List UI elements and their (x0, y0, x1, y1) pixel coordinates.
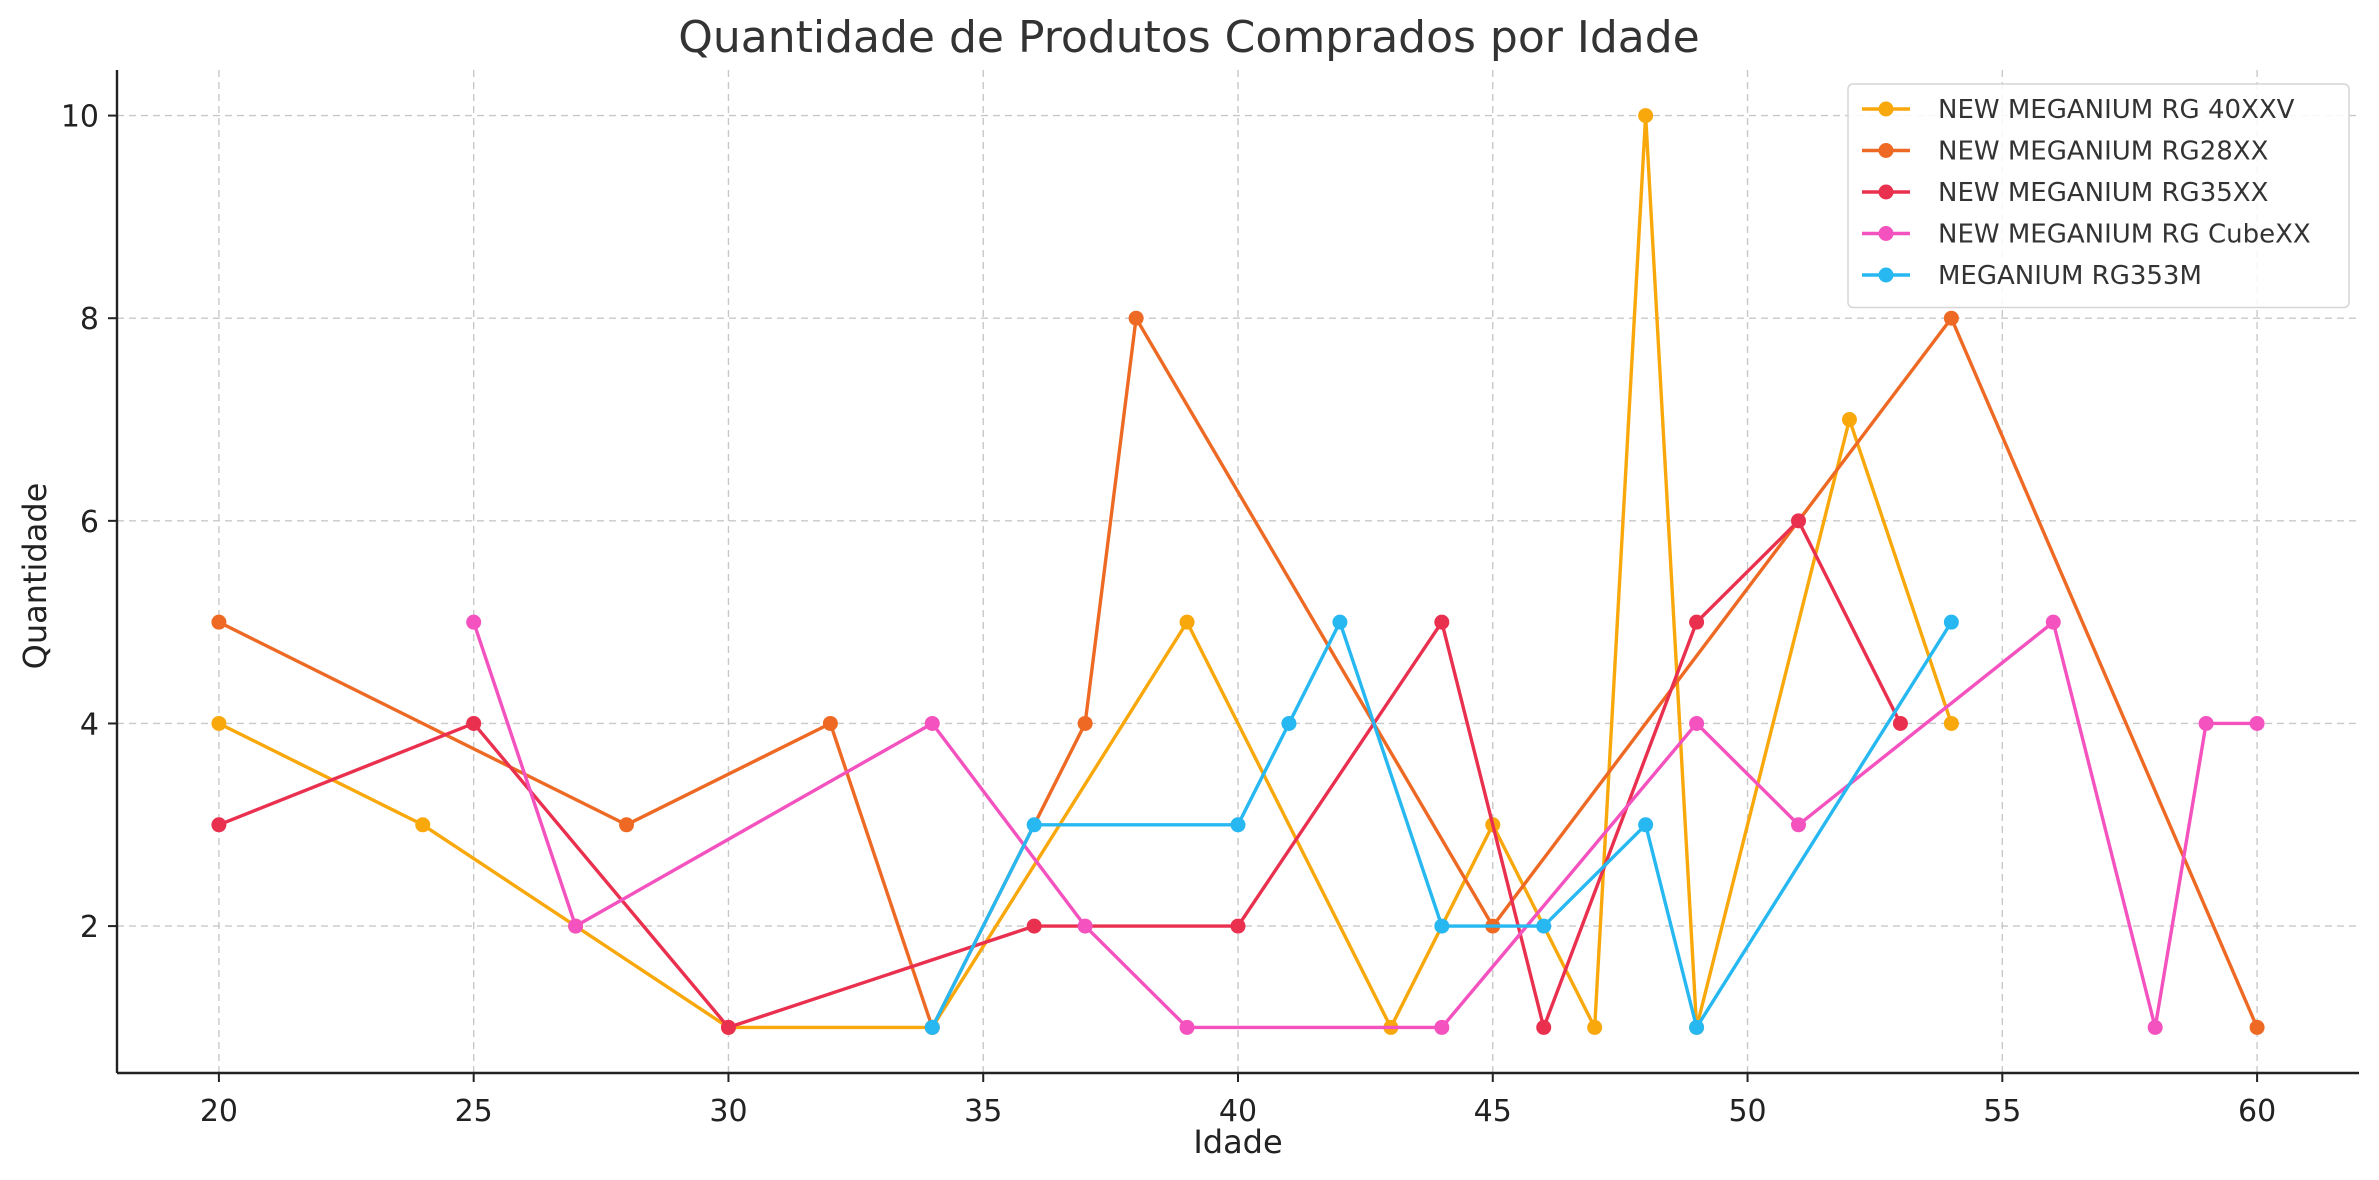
data-point (2249, 715, 2265, 731)
data-point (822, 715, 838, 731)
data-point (1026, 918, 1042, 934)
data-point (1230, 817, 1246, 833)
series-3 (211, 513, 1908, 1035)
legend-label: NEW MEGANIUM RG 40XXV (1938, 95, 2295, 125)
x-tick-label: 25 (455, 1094, 493, 1129)
x-tick-label: 20 (200, 1094, 238, 1129)
chart-title: Quantidade de Produtos Comprados por Ida… (678, 12, 1699, 63)
x-tick-label: 40 (1219, 1094, 1257, 1129)
data-point (1128, 310, 1144, 326)
legend-label: NEW MEGANIUM RG35XX (1938, 178, 2268, 208)
series-1 (211, 108, 1959, 1035)
data-point (1689, 1019, 1705, 1035)
data-point (619, 817, 635, 833)
data-point (1638, 108, 1654, 124)
legend-item: NEW MEGANIUM RG 40XXV (1862, 95, 2295, 125)
data-point (1892, 715, 1908, 731)
data-point (1434, 918, 1450, 934)
data-point (1943, 614, 1959, 630)
legend-item: NEW MEGANIUM RG28XX (1862, 137, 2268, 167)
series-line (218, 113, 1953, 1030)
legend-box (1847, 83, 2350, 309)
legend-label: NEW MEGANIUM RG CubeXX (1938, 220, 2311, 250)
legend-marker (1878, 101, 1894, 117)
data-point (924, 715, 940, 731)
x-tick-label: 45 (1474, 1094, 1512, 1129)
series (211, 108, 2265, 1035)
legend-label: NEW MEGANIUM RG28XX (1938, 137, 2268, 167)
y-tick-label: 8 (80, 302, 99, 337)
data-point (1434, 614, 1450, 630)
data-point (415, 817, 431, 833)
data-point (211, 817, 227, 833)
legend: NEW MEGANIUM RG 40XXV NEW MEGANIUM RG28XX… (1847, 83, 2350, 309)
data-point (1077, 918, 1093, 934)
data-point (1026, 817, 1042, 833)
data-point (1689, 614, 1705, 630)
legend-marker (1878, 143, 1894, 158)
data-point (1587, 1019, 1603, 1035)
x-tick-label: 30 (709, 1094, 747, 1129)
legend-item: NEW MEGANIUM RG CubeXX (1862, 220, 2311, 250)
x-tick-label: 60 (2238, 1094, 2276, 1129)
data-point (1230, 918, 1246, 934)
data-point (2249, 1019, 2265, 1035)
data-point (568, 918, 584, 934)
series-line (472, 620, 2258, 1030)
series-5 (924, 614, 1959, 1035)
data-point (1179, 1019, 1195, 1035)
legend-marker (1878, 184, 1894, 200)
data-point (1943, 715, 1959, 731)
y-tick-label: 2 (80, 910, 99, 945)
data-point (1841, 412, 1857, 428)
legend-label: MEGANIUM RG353M (1938, 261, 2202, 291)
data-point (1536, 1019, 1552, 1035)
data-point (466, 715, 482, 731)
x-tick-label: 35 (964, 1094, 1002, 1129)
data-point (2045, 614, 2061, 630)
y-tick-label: 4 (80, 707, 99, 742)
data-point (720, 1019, 736, 1035)
series-line (930, 620, 1953, 1030)
x-tick-label: 50 (1728, 1094, 1766, 1129)
tick-labels: 20 25 30 35 40 45 50 55 60 2 4 6 8 10 (61, 100, 2276, 1129)
y-tick-label: 6 (80, 505, 99, 540)
data-point (1434, 1019, 1450, 1035)
data-point (211, 715, 227, 731)
data-point (1943, 310, 1959, 326)
x-tick-label: 55 (1983, 1094, 2021, 1129)
y-tick-label: 10 (61, 100, 99, 135)
data-point (1536, 918, 1552, 934)
series-line (218, 519, 1902, 1030)
data-point (1638, 817, 1654, 833)
data-point (2147, 1019, 2163, 1035)
legend-marker (1878, 267, 1894, 283)
legend-item: MEGANIUM RG353M (1862, 261, 2202, 291)
axes (108, 70, 2359, 1082)
data-point (1179, 614, 1195, 630)
legend-marker (1878, 226, 1894, 241)
data-point (1689, 715, 1705, 731)
legend-item: NEW MEGANIUM RG35XX (1862, 178, 2268, 208)
data-point (1077, 715, 1093, 731)
data-point (1281, 715, 1297, 731)
y-axis-title: Quantidade (16, 483, 54, 670)
data-point (2198, 715, 2214, 731)
series-4 (466, 614, 2265, 1035)
data-point (211, 614, 227, 630)
data-point (924, 1019, 940, 1035)
data-point (466, 614, 482, 630)
data-point (1791, 513, 1806, 529)
x-axis-title: Idade (1193, 1123, 1282, 1161)
data-point (1332, 614, 1348, 630)
data-point (1791, 817, 1806, 833)
